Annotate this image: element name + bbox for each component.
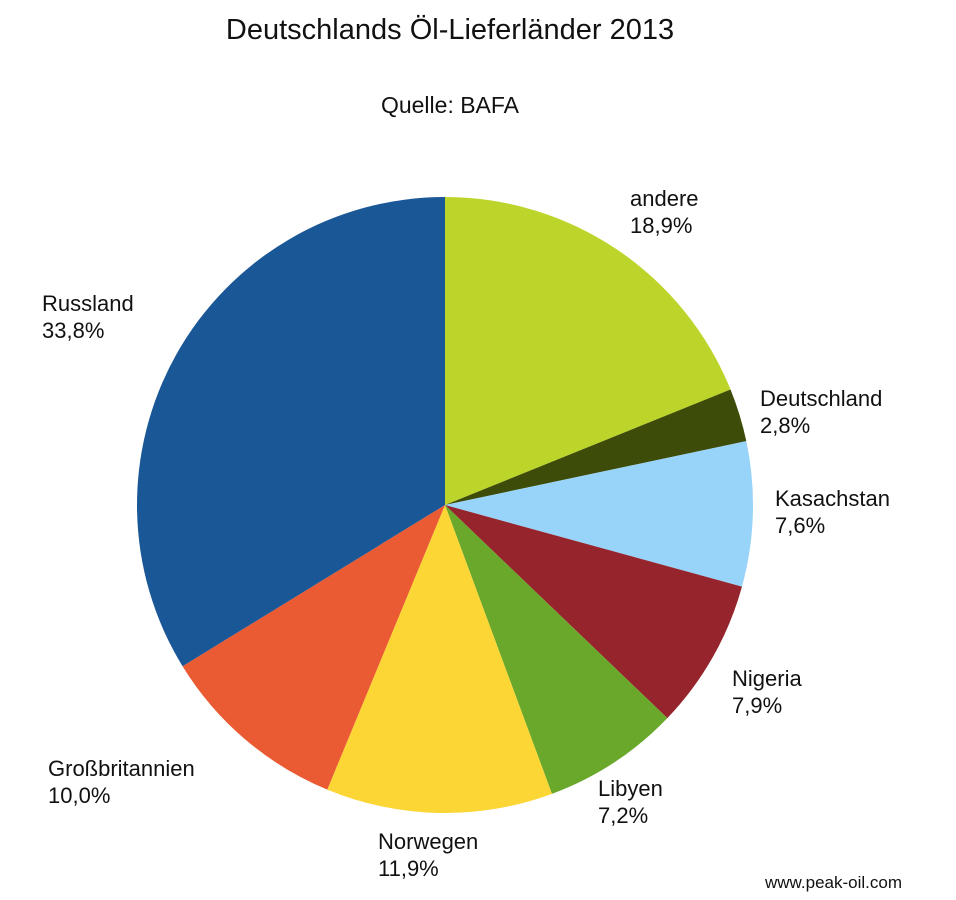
slice-label-value: 10,0%: [48, 783, 111, 808]
slice-label: Deutschland 2,8%: [760, 385, 882, 439]
slice-label-name: Nigeria: [732, 666, 802, 691]
slice-label: Russland 33,8%: [42, 290, 134, 344]
pie-slice-großbritannien: [182, 505, 445, 790]
slice-label-name: Libyen: [598, 776, 663, 801]
pie-slice-russland: [137, 197, 445, 667]
slice-label-name: Großbritannien: [48, 756, 195, 781]
slice-label: Norwegen 11,9%: [378, 828, 478, 882]
slice-label-name: Kasachstan: [775, 486, 890, 511]
slice-label-value: 33,8%: [42, 318, 105, 343]
slice-label-value: 2,8%: [760, 413, 811, 438]
pie-slice-andere: [445, 197, 731, 505]
slice-label-name: Norwegen: [378, 829, 479, 854]
slice-label-value: 18,9%: [630, 213, 693, 238]
chart-title: Deutschlands Öl-Lieferländer 2013: [225, 14, 675, 46]
slice-label-name: andere: [630, 186, 699, 211]
pie-slice-kasachstan: [445, 441, 753, 587]
slice-label-value: 7,9%: [732, 693, 783, 718]
pie-slice-deutschland: [445, 389, 747, 505]
slice-label: andere 18,9%: [630, 185, 699, 239]
slice-label-name: Russland: [42, 291, 134, 316]
watermark: www.peak-oil.com: [765, 873, 902, 892]
slice-label-value: 11,9%: [378, 856, 439, 881]
slice-label: Kasachstan 7,6%: [775, 485, 890, 539]
chart-subtitle: Quelle: BAFA: [380, 92, 520, 118]
slice-label: Libyen 7,2%: [598, 775, 663, 829]
slice-label: Nigeria 7,9%: [732, 665, 802, 719]
pie-slice-nigeria: [445, 505, 742, 719]
pie-slice-norwegen: [327, 505, 552, 813]
slice-label: Großbritannien 10,0%: [48, 755, 195, 809]
slice-label-value: 7,2%: [598, 803, 649, 828]
slice-label-name: Deutschland: [760, 386, 883, 411]
slice-label-value: 7,6%: [775, 513, 826, 538]
pie-slice-libyen: [445, 505, 668, 794]
